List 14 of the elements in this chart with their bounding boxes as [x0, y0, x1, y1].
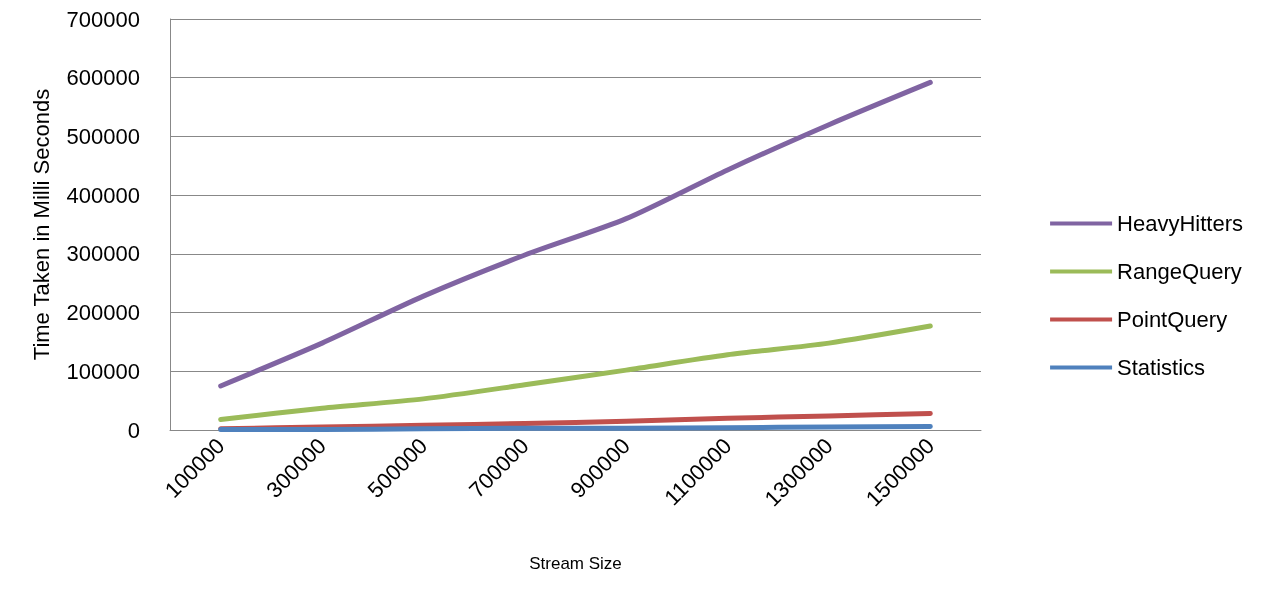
y-tick-label: 600000 — [66, 65, 140, 91]
y-tick-label: 300000 — [66, 241, 140, 267]
x-axis-title: Stream Size — [529, 554, 622, 573]
y-axis-title: Time Taken in Milli Seconds — [28, 88, 54, 361]
y-tick-label: 500000 — [66, 123, 140, 149]
y-tick-label: 0 — [127, 417, 140, 443]
legend-label: Statistics — [1117, 355, 1206, 380]
legend-label: HeavyHitters — [1117, 211, 1243, 236]
y-tick-label: 400000 — [66, 182, 140, 208]
y-tick-label: 700000 — [66, 6, 140, 32]
legend-label: PointQuery — [1117, 307, 1228, 332]
y-tick-label: 200000 — [66, 300, 140, 326]
legend-label: RangeQuery — [1117, 259, 1242, 284]
y-tick-label: 100000 — [66, 358, 140, 384]
